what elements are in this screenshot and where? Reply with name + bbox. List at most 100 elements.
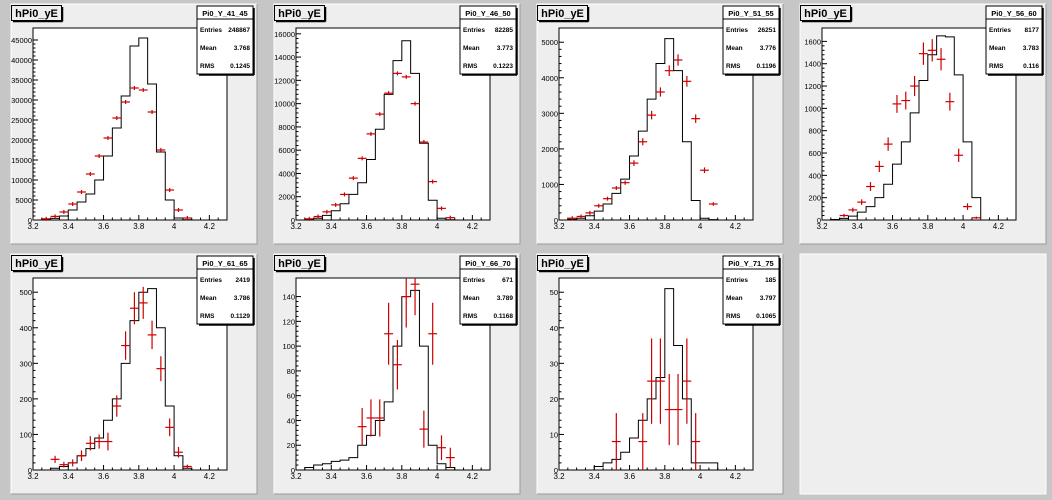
data-point [927,39,937,62]
data-point [445,215,455,220]
data-point [313,214,323,219]
data-point [165,188,175,192]
data-point [112,395,122,417]
pad-2: 3.2 3.4 3.6 3.8 4 4.2 0 2000 4000 6000 8000 10000 12… [273,3,521,245]
stats-frame [196,255,254,325]
plot-frame [821,27,1017,221]
data-point [304,216,314,221]
stats-frame [459,255,517,325]
stats-rms-label: RMS [200,313,215,320]
data-point [620,180,630,185]
data-point [410,278,420,316]
y-tick-label: 400 [808,171,821,180]
x-tick-label: 3.6 [624,472,636,481]
x-tick-label: 3.4 [63,472,75,481]
data-point [567,216,577,221]
data-point [682,338,692,424]
x-tick-label: 3.2 [816,222,828,231]
x-tick-label: 4 [698,472,703,481]
stats-rms-value: 0.1196 [756,63,776,70]
stats-box: Pi0_Y_46_50 Entries 82285 Mean 3.773 RMS 0.122… [459,5,518,76]
x-tick-label: 3.2 [27,222,39,231]
stats-frame [722,255,780,325]
x-tick-label: 3.2 [553,222,565,231]
stats-entries-label: Entries [726,27,748,34]
x-tick-label: 3.8 [659,472,671,481]
stats-name: Pi0_Y_46_50 [465,9,510,18]
x-axis: 3.2 3.4 3.6 3.8 4 4.2 [553,215,754,231]
pad-highlight [273,253,520,494]
stats-box: Pi0_Y_61_65 Entries 2419 Mean 3.786 RMS 0.1129 [196,255,255,326]
pad-6: 3.2 3.4 3.6 3.8 4 4.2 0 20 40 60 80 100 120 140 hPi0_y… [273,253,521,495]
stats-box: Pi0_Y_56_60 Entries 8177 Mean 3.783 RMS 0.116 [985,5,1044,76]
data-point [165,418,175,437]
x-tick-label: 3.8 [396,222,408,231]
stats-rms-value: 0.1129 [230,313,250,320]
data-point [437,435,446,461]
data-point [182,464,192,469]
y-tick-label: 40 [287,416,295,425]
y-axis: 0 100 200 300 400 500 [19,288,38,475]
plot-title: hPi0_yE [278,258,321,270]
y-tick-label: 12000 [274,76,295,85]
pad-shadow [537,4,784,245]
y-tick-label: 0 [28,466,32,475]
data-point [384,91,393,96]
stats-rms-label: RMS [726,63,741,70]
plot-title: hPi0_yE [541,258,584,270]
y-tick-label: 20 [550,395,558,404]
title-frame [537,5,588,21]
data-point [50,214,60,219]
x-tick-label: 3.4 [326,472,338,481]
title-frame [274,5,325,21]
y-tick-label: 100 [282,342,295,351]
data-point [647,338,656,424]
stats-rms-value: 0.116 [1023,63,1039,70]
stats-rms-label: RMS [989,63,1004,70]
x-tick-label: 4.2 [467,472,479,481]
stats-entries-label: Entries [726,277,748,284]
data-point [340,192,349,197]
plot-frame [558,277,754,471]
stats-rms-value: 0.1223 [493,63,513,70]
y-tick-label: 120 [282,317,295,326]
y-tick-label: 800 [808,127,821,136]
y-axis: 0 20 40 60 80 100 120 140 [282,293,301,475]
stats-entries-label: Entries [463,27,485,34]
y-tick-label: 16000 [274,30,295,39]
y-tick-label: 60 [287,392,295,401]
data-point [594,203,604,208]
pad-highlight [10,253,257,494]
x-tick-label: 3.4 [852,222,864,231]
pad-shadow [800,4,1047,245]
stats-box: Pi0_Y_66_70 Entries 671 Mean 3.789 RMS 0.1168 [459,255,518,326]
data-point [174,208,183,212]
y-tick-label: 20000 [11,136,32,145]
stats-entries-value: 248867 [228,27,250,34]
stats-mean-label: Mean [200,45,217,52]
data-point [883,137,893,151]
plot-title: hPi0_yE [278,8,321,20]
data-points [357,278,455,468]
stats-name: Pi0_Y_56_60 [991,9,1036,18]
stats-rms-label: RMS [726,313,741,320]
plot-frame [558,27,754,221]
y-tick-label: 5000 [15,196,32,205]
plot-title: hPi0_yE [15,8,58,20]
data-points [839,39,981,219]
y-tick-label: 25000 [11,116,32,125]
x-tick-label: 3.2 [290,472,302,481]
data-point [656,87,665,97]
data-point [611,186,621,190]
data-point [910,76,919,97]
x-tick-label: 3.6 [98,222,110,231]
stats-mean-value: 3.797 [760,295,777,302]
x-tick-label: 4.2 [204,222,216,231]
data-point [147,320,157,350]
data-point [629,160,639,166]
y-tick-label: 4000 [541,74,558,83]
pad-4: 3.2 3.4 3.6 3.8 4 4.2 0 200 400 600 800 1000 1200 140… [799,3,1047,245]
data-point [138,88,148,92]
x-tick-label: 4.2 [993,222,1005,231]
